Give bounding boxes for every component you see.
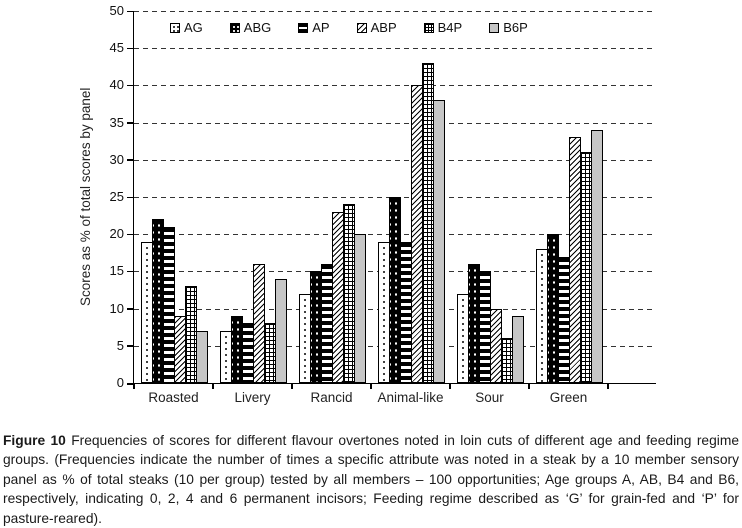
gridline	[134, 11, 656, 12]
category-label: Animal-like	[377, 390, 444, 405]
legend-swatch-ap	[298, 22, 309, 33]
legend-swatch-ag	[170, 22, 180, 33]
category-label: Green	[549, 390, 588, 405]
x-axis-tick	[212, 383, 214, 389]
y-axis-tick	[127, 47, 134, 50]
bar-abg-livery	[231, 316, 243, 383]
bar-b6p-roasted	[196, 331, 208, 383]
y-tick-label: 50	[109, 3, 124, 18]
category-label: Sour	[475, 390, 504, 405]
gridline	[134, 159, 656, 161]
bar-ag-sour	[457, 294, 469, 383]
legend-swatch-b4p	[423, 22, 434, 33]
x-axis-tick	[370, 383, 372, 389]
y-tick-label: 35	[109, 114, 124, 130]
legend-swatch-abg	[229, 22, 240, 33]
category-label: Roasted	[148, 390, 199, 405]
legend-swatch-b6p	[489, 22, 500, 33]
y-tick-label: 30	[109, 151, 124, 167]
bar-abp-animal-like	[411, 85, 423, 383]
y-axis-tick	[127, 10, 134, 12]
bar-b6p-rancid	[354, 234, 366, 383]
legend-label: ABP	[370, 20, 397, 35]
category-label: Livery	[234, 390, 271, 405]
legend-item: B6P	[489, 20, 528, 35]
bar-ag-rancid	[299, 294, 311, 383]
x-axis-tick	[133, 383, 135, 389]
y-axis-tick	[127, 159, 134, 161]
y-axis-tick	[127, 345, 134, 347]
legend-item: AG	[170, 20, 203, 35]
bar-chart: Scores as % of total scores by panel AG A…	[78, 3, 656, 405]
y-axis-tick	[127, 233, 134, 236]
gridline	[134, 122, 656, 124]
y-axis-tick	[127, 383, 134, 385]
caption-figure-label: Figure 10	[3, 433, 66, 448]
y-tick-label: 15	[109, 263, 124, 279]
bar-b6p-livery	[275, 279, 287, 383]
y-axis-tick	[127, 196, 134, 198]
x-axis-tick	[449, 383, 451, 389]
y-tick-label: 0	[116, 375, 124, 390]
y-tick-label: 10	[109, 300, 124, 316]
y-axis-tick	[127, 270, 134, 273]
bar-abg-roasted	[152, 219, 164, 383]
legend-label: B6P	[503, 20, 528, 35]
plot-area: AG ABG AP ABP B4P B6P 0 5 10 15 20 25 30 35 40 45 50 Roa…	[110, 3, 656, 405]
legend: AG ABG AP ABP B4P B6P	[170, 20, 528, 35]
bar-abg-sour	[468, 264, 480, 383]
y-tick-label: 45	[109, 40, 124, 56]
legend-item: B4P	[423, 20, 463, 35]
bar-abg-green	[547, 234, 559, 383]
legend-label: AG	[184, 20, 203, 35]
legend-item: ABP	[356, 20, 397, 35]
y-tick-label: 20	[109, 226, 124, 242]
bar-b6p-animal-like	[433, 100, 445, 383]
bar-abp-roasted	[174, 316, 186, 383]
bar-abg-rancid	[310, 271, 322, 383]
y-axis-tick	[127, 122, 134, 124]
bar-ap-roasted	[163, 227, 175, 383]
y-axis-tick	[127, 84, 134, 87]
y-tick-label: 5	[116, 337, 124, 353]
legend-item: ABG	[229, 20, 272, 35]
legend-label: B4P	[437, 20, 463, 35]
caption-text: Frequencies of scores for different flav…	[3, 433, 739, 526]
y-tick-label: 40	[109, 77, 124, 93]
caption: Figure 10 Frequencies of scores for diff…	[3, 431, 739, 528]
gridline	[134, 85, 656, 87]
y-axis-tick	[127, 308, 134, 310]
bar-abg-animal-like	[389, 197, 401, 383]
legend-label: AP	[312, 20, 330, 35]
bar-b6p-green	[591, 130, 603, 383]
legend-swatch-abp	[356, 22, 367, 33]
x-axis-tick	[291, 383, 293, 389]
category-label: Rancid	[310, 390, 353, 405]
bar-b6p-sour	[512, 316, 524, 383]
legend-label: ABG	[243, 20, 272, 35]
gridline	[134, 48, 656, 50]
y-tick-label: 25	[109, 189, 124, 204]
x-axis-tick	[607, 383, 609, 389]
x-axis-tick	[528, 383, 530, 389]
legend-item: AP	[298, 20, 330, 35]
